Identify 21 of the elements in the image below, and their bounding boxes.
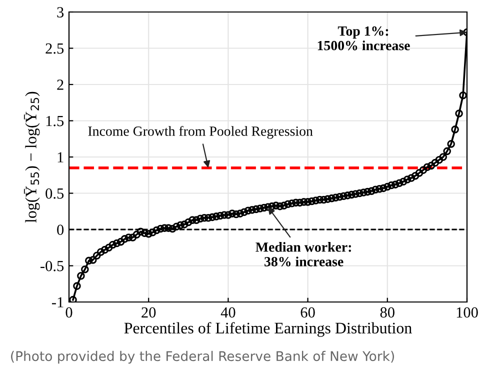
- annotation: Median worker: 38% increase: [256, 242, 351, 266]
- x-tick-label: 100: [456, 307, 478, 318]
- y-tick-label: 2.5: [46, 43, 64, 54]
- x-tick-label: 40: [220, 307, 236, 318]
- y-axis-title: log(Ȳ$_{55}$) − log(Ȳ$_{25}$): [24, 92, 40, 223]
- y-tick-label: 1.5: [46, 116, 64, 126]
- annotation: Income Growth from Pooled Regression: [88, 126, 313, 139]
- y-tick-label: 0: [57, 224, 64, 235]
- y-tick-label: 2: [57, 80, 64, 90]
- annotation: Top 1%: 1500% increase: [318, 26, 410, 50]
- y-tick-label: -1: [52, 297, 64, 308]
- x-tick-label: 60: [300, 307, 315, 318]
- x-tick-label: 20: [142, 307, 156, 318]
- y-tick-label: 1: [58, 152, 64, 162]
- y-tick-label: 0.5: [46, 188, 64, 199]
- y-tick-label: 3: [57, 7, 64, 18]
- x-tick-label: 0: [66, 307, 72, 318]
- x-axis-title: Percentiles of Lifetime Earnings Distribution: [124, 322, 412, 337]
- text: (Photo provided by the Federal Reserve Bank of New York): [11, 350, 394, 364]
- x-tick-label: 80: [380, 307, 394, 318]
- y-tick-label: -0.5: [40, 260, 64, 272]
